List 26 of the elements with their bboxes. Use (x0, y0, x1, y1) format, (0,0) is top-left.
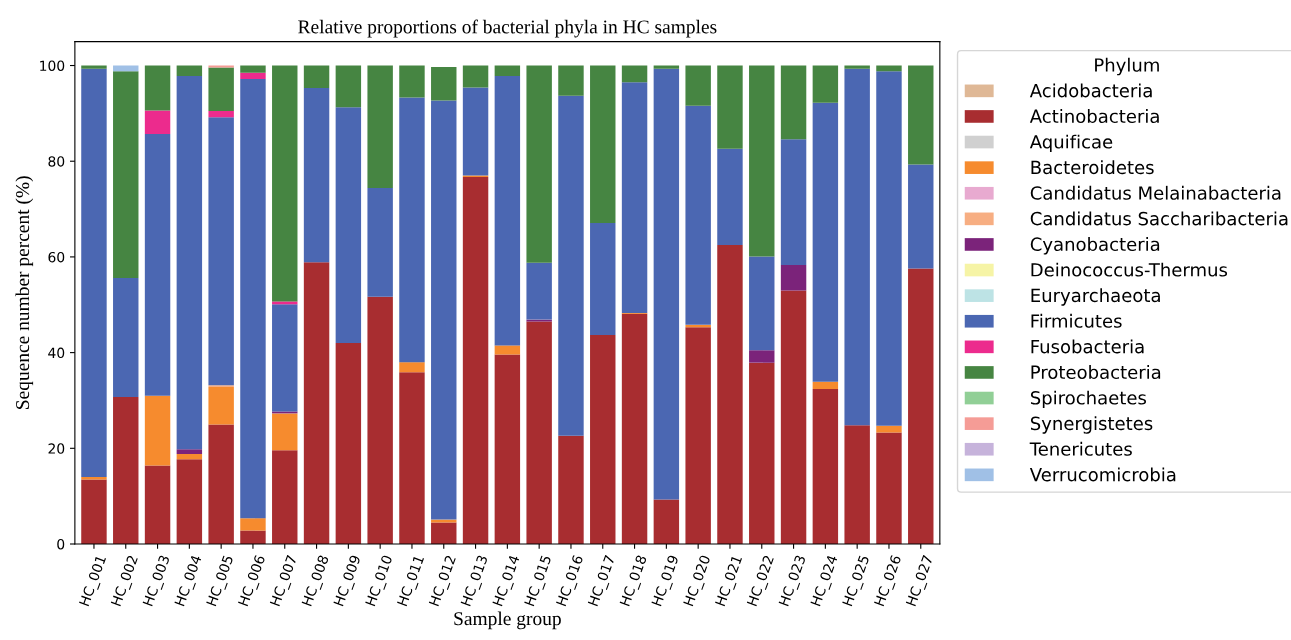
y-tick-label: 60 (48, 251, 65, 263)
legend-label: Synergistetes (1030, 416, 1153, 434)
legend-label: Candidatus Saccharibacteria (1030, 211, 1288, 226)
y-tick-label: 40 (48, 347, 65, 359)
y-tick-label: 100 (40, 60, 65, 71)
legend-label: Aquificae (1029, 134, 1113, 153)
y-axis-title: Sequence number percent (%) (15, 176, 34, 409)
y-tick-label: 0 (57, 538, 65, 550)
legend-label: Deinococcus-Thermus (1031, 262, 1228, 277)
legend-label: Firmicutes (1031, 313, 1122, 328)
chart-title: Relative proportions of bacterial phyla in HC samples (298, 19, 717, 38)
legend-label: Proteobacteria (1031, 365, 1161, 380)
legend-label: Spirochaetes (1030, 390, 1147, 409)
legend-label: Acidobacteria (1029, 83, 1152, 98)
legend-label: Verrucomicrobia (1029, 467, 1176, 482)
legend-label: Euryarchaeota (1031, 288, 1160, 306)
legend-label: Candidatus Melainabacteria (1030, 185, 1281, 200)
legend-label: Actinobacteria (1029, 109, 1159, 124)
legend-label: Tenericutes (1029, 441, 1132, 456)
legend-title: Phylum (1095, 57, 1159, 76)
y-tick-label: 20 (48, 443, 65, 454)
x-axis-title: Sample group (454, 611, 561, 630)
legend-label: Bacteroidetes (1031, 160, 1154, 175)
legend-label: Fusobacteria (1031, 339, 1144, 354)
y-tick-label: 80 (48, 156, 65, 167)
legend-label: Cyanobacteria (1030, 237, 1160, 255)
